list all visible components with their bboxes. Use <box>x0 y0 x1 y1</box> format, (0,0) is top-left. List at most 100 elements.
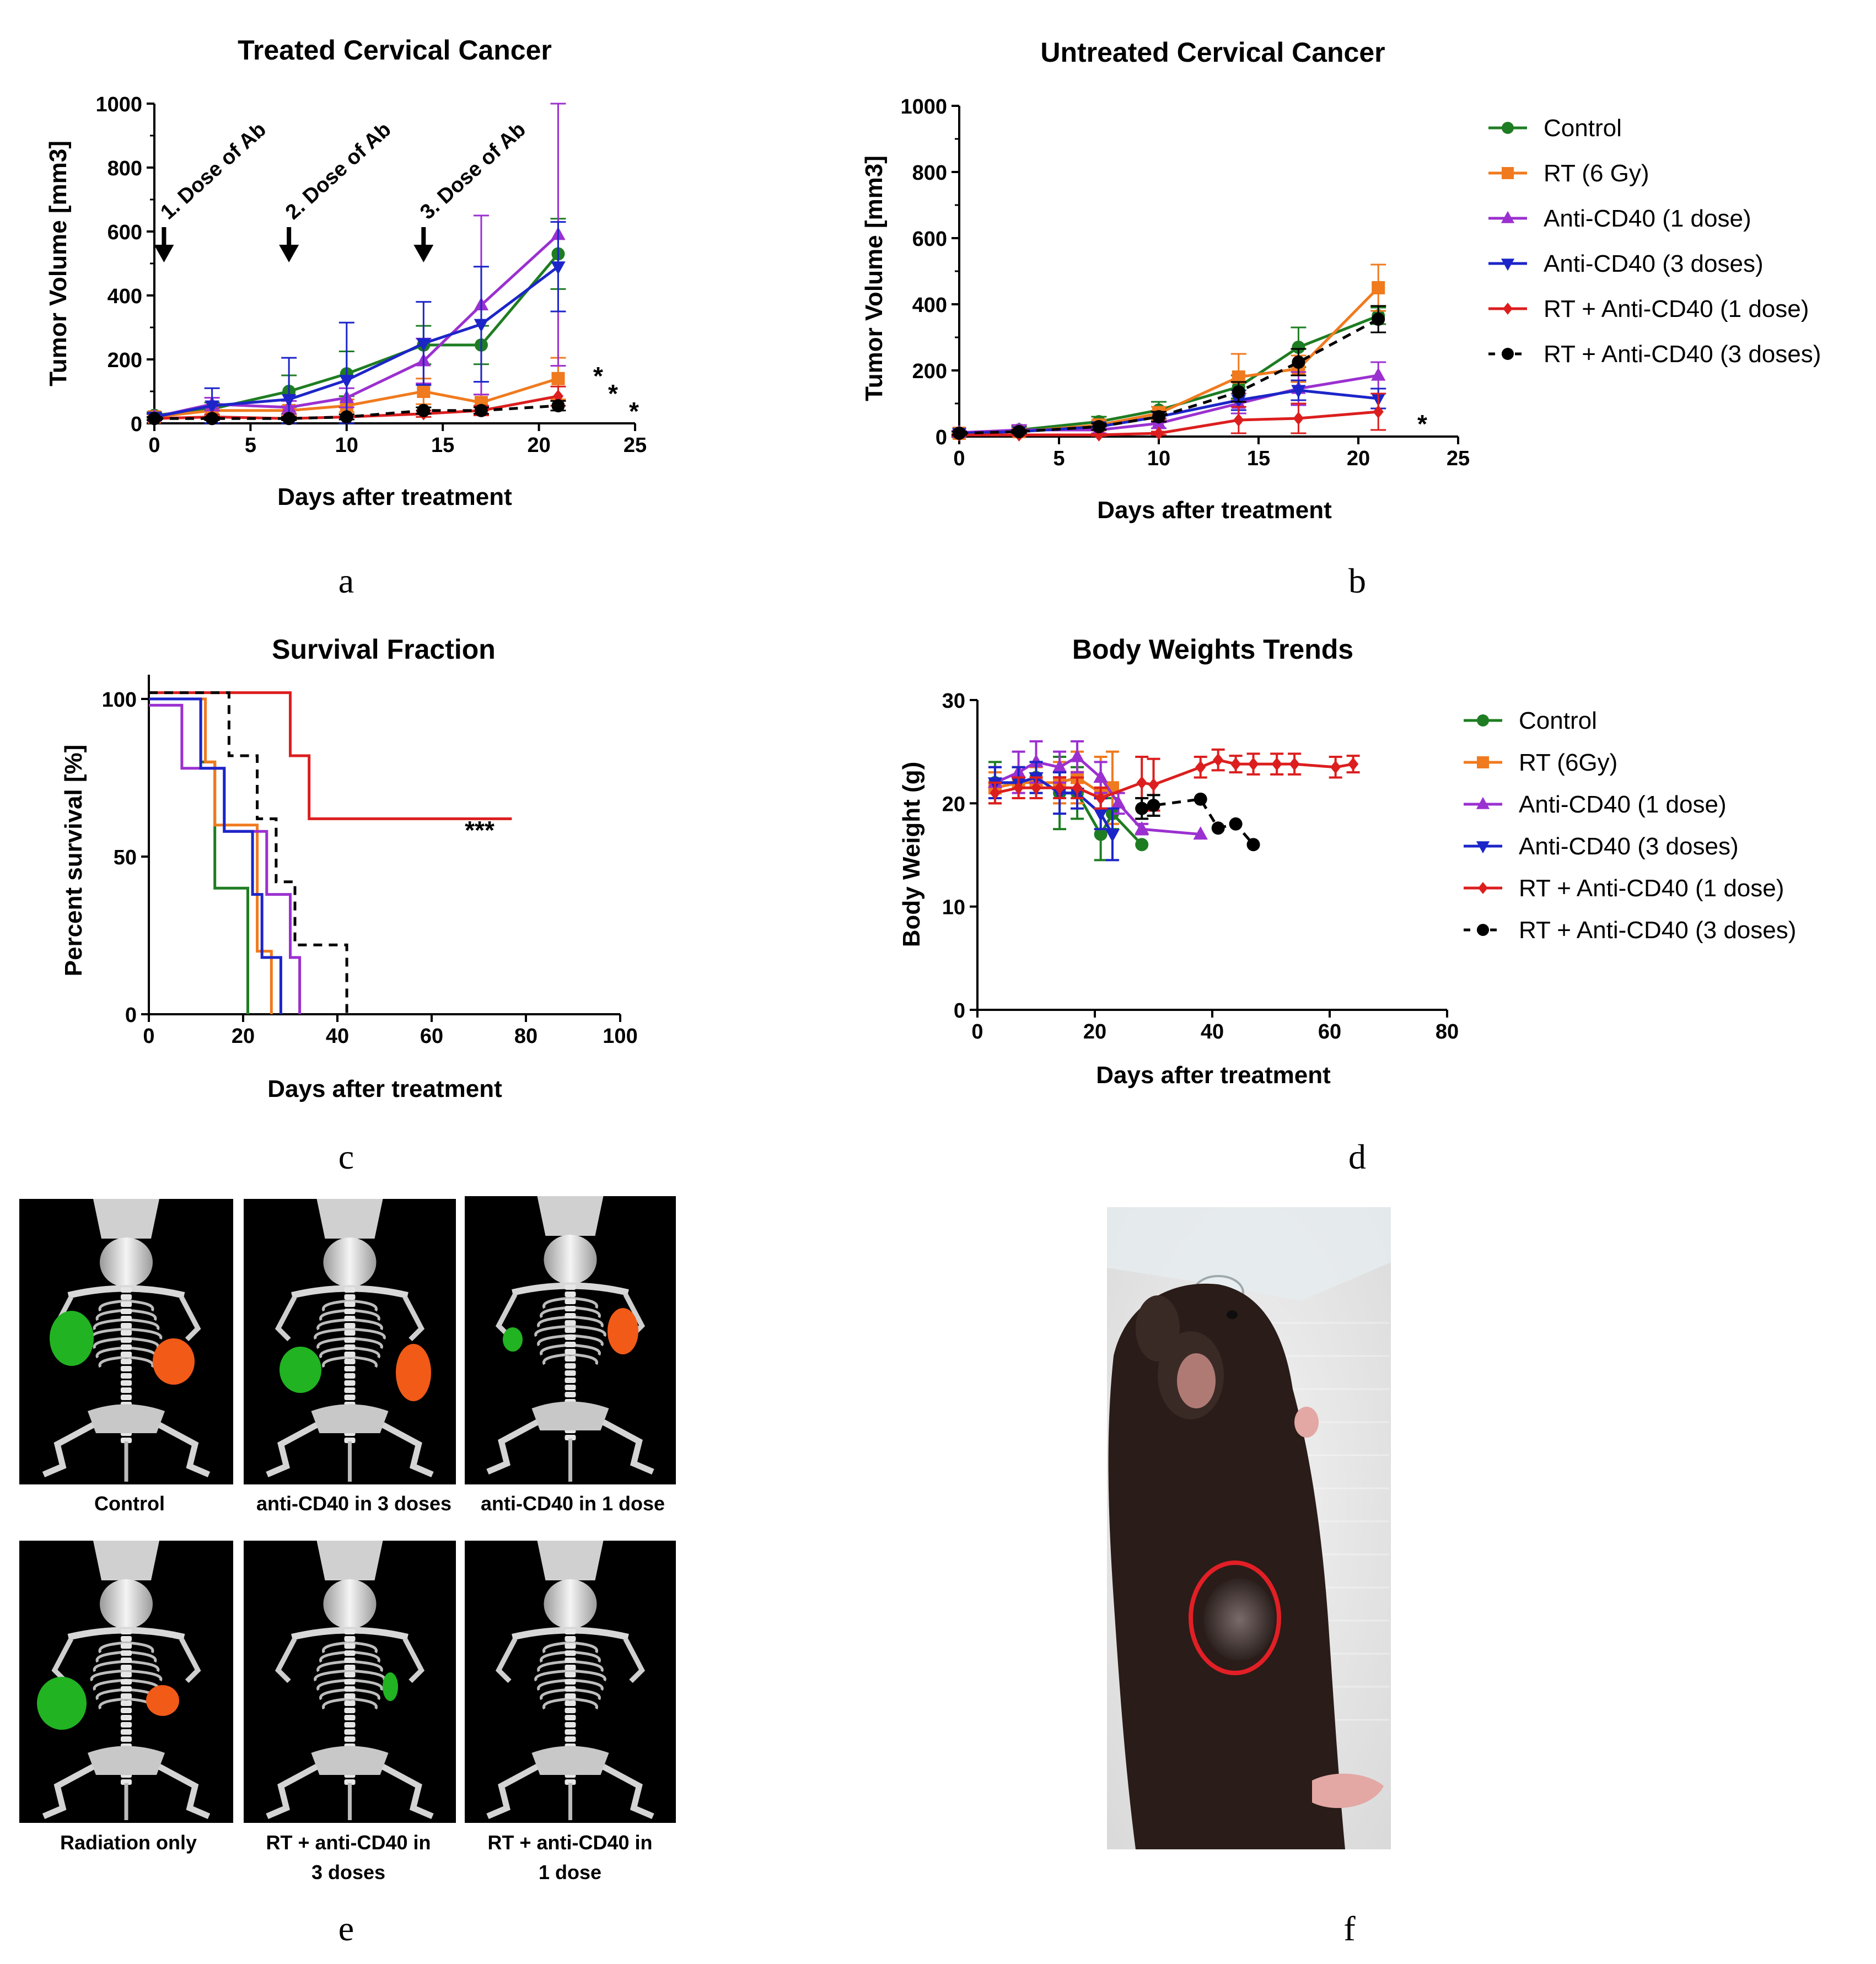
ct-forelimb-left <box>275 1637 297 1683</box>
ct-vertebra <box>344 1658 356 1663</box>
ct-vertebra <box>565 1385 576 1390</box>
dose-arrow: 2. Dose of Ab <box>279 118 396 262</box>
plastic-cover <box>1107 1207 1391 1301</box>
ct-vertebra <box>344 1344 356 1350</box>
data-point <box>1373 405 1384 418</box>
ct-caption-5-line-1: RT + anti-CD40 in <box>266 1831 431 1854</box>
ct-vertebra <box>121 1686 132 1692</box>
ct-vertebra <box>565 1356 576 1362</box>
series-rt-anti-cd40-3-doses- <box>147 399 566 426</box>
significance-star: * <box>1417 410 1427 438</box>
ct-vertebra <box>121 1395 132 1400</box>
ct-rib <box>316 1678 350 1691</box>
ct-rib <box>98 1641 127 1654</box>
ct-skull <box>100 1579 153 1629</box>
ct-vertebra <box>565 1722 576 1728</box>
ct-vertebra <box>121 1344 132 1350</box>
y-tick-label: 100 <box>102 688 137 712</box>
ct-vertebra <box>344 1301 356 1307</box>
data-point <box>1195 760 1206 774</box>
series-rt-anti-cd40-1-dose- <box>988 748 1360 812</box>
ct-rib <box>540 1650 571 1663</box>
chart-a-title: Treated Cervical Cancer <box>238 35 552 66</box>
data-point <box>1072 781 1083 795</box>
ct-hindlimb-right <box>601 1764 654 1820</box>
data-point <box>551 372 565 385</box>
legend-label: Anti-CD40 (3 doses) <box>1519 833 1739 860</box>
ct-rib <box>534 1325 571 1337</box>
significance-star: * <box>608 379 618 408</box>
y-tick-label: 10 <box>942 896 965 919</box>
ct-rib <box>350 1660 383 1672</box>
x-tick-label: 60 <box>420 1025 443 1048</box>
ct-rib <box>350 1318 383 1331</box>
legend-label: Anti-CD40 (1 dose) <box>1519 791 1727 818</box>
ct-hindlimb-right <box>381 1764 434 1820</box>
dose-annotation: 1. Dose of Ab <box>156 118 271 224</box>
ct-vertebra <box>344 1373 356 1379</box>
ct-rib <box>570 1353 598 1365</box>
ct-vertebra <box>121 1650 132 1656</box>
legend-item: RT + Anti-CD40 (3 doses) <box>1464 917 1796 944</box>
ct-rib <box>314 1327 350 1340</box>
ct-vertebra <box>344 1650 356 1656</box>
ct-hindlimb-right <box>601 1419 654 1475</box>
ct-pelvis <box>88 1746 165 1775</box>
ct-vertebra <box>565 1327 576 1333</box>
chart-b-plot: 0 5 10 15 20 25 0 200 400 600 800 1000 * <box>900 95 1470 470</box>
y-tick-label: 0 <box>954 999 965 1023</box>
ct-hindlimb-right <box>158 1764 211 1820</box>
y-tick-label: 0 <box>936 426 947 449</box>
chart-a-xlabel: Days after treatment <box>277 483 512 510</box>
legend-marker <box>1476 841 1490 854</box>
ct-vertebra <box>344 1287 356 1293</box>
chart-d-legend: Control RT (6Gy) Anti-CD40 (1 dose) Anti-CD… <box>1464 707 1796 944</box>
series-anti-cd40-3-doses- <box>147 221 566 425</box>
ct-caption-6-line-2: 1 dose <box>539 1861 601 1884</box>
ct-vertebra <box>565 1672 576 1677</box>
data-point <box>1095 791 1106 805</box>
legend-item: Control <box>1488 115 1622 142</box>
ct-vertebra <box>565 1729 576 1735</box>
ct-forelimb-left <box>275 1295 297 1342</box>
chart-b-legend: Control RT (6 Gy) Anti-CD40 (1 dose) Anti-C… <box>1488 115 1821 368</box>
ct-forelimb-right <box>179 1637 201 1683</box>
x-tick-label: 0 <box>143 1025 154 1048</box>
legend-label: Anti-CD40 (3 doses) <box>1544 250 1764 277</box>
chart-b-xlabel: Days after treatment <box>1097 497 1332 524</box>
ct-vertebra <box>565 1363 576 1369</box>
ct-rib <box>570 1343 601 1356</box>
panel-label-a: a <box>338 561 354 600</box>
ct-nose-cone <box>93 1199 159 1239</box>
data-point <box>551 261 566 275</box>
ct-vertebra <box>344 1779 356 1785</box>
data-point <box>1211 821 1225 835</box>
chart-d-title: Body Weights Trends <box>1072 634 1353 665</box>
ct-vertebra <box>121 1629 132 1634</box>
legend-label: RT + Anti-CD40 (1 dose) <box>1544 295 1809 322</box>
ct-rib <box>314 1669 350 1682</box>
chart-d-ylabel: Body Weight (g) <box>898 762 925 947</box>
ct-nose-cone <box>93 1541 159 1580</box>
ct-rib <box>93 1318 127 1331</box>
data-point <box>1348 757 1359 771</box>
ct-rib <box>319 1650 350 1663</box>
legend-marker <box>1501 211 1515 223</box>
ct-rib <box>126 1650 157 1663</box>
data-point <box>1292 341 1305 354</box>
ct-vertebra <box>565 1342 576 1347</box>
data-point <box>1230 757 1241 771</box>
y-tick-label: 200 <box>912 360 947 383</box>
ct-hindlimb-right <box>381 1422 434 1478</box>
legend-label: RT + Anti-CD40 (3 doses) <box>1544 341 1821 368</box>
x-tick-label: 10 <box>1147 447 1170 470</box>
chart-a-plot: 0 5 10 15 20 25 0 200 400 600 800 1000 1. Dose of Ab… <box>95 93 647 457</box>
legend-item: Anti-CD40 (1 dose) <box>1488 205 1751 232</box>
ct-rib <box>350 1346 380 1359</box>
y-tick-label: 600 <box>912 228 947 251</box>
ct-rib <box>542 1296 571 1309</box>
y-tick-label: 0 <box>131 413 142 436</box>
ct-hindlimb-left <box>42 1764 95 1820</box>
panel-d-body-weight: Body Weights Trends Days after treatment… <box>898 634 1796 1176</box>
